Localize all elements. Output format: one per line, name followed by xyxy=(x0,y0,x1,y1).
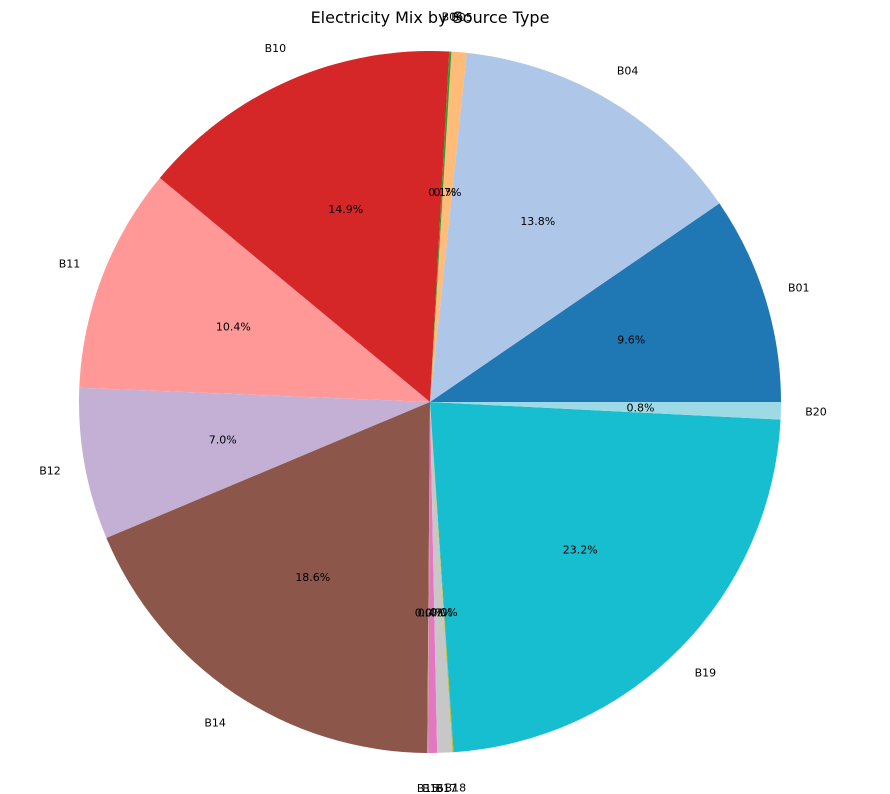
percent-label-b14: 18.6% xyxy=(295,571,330,584)
percent-label-b20: 0.8% xyxy=(627,401,655,414)
category-label-b01: B01 xyxy=(788,282,810,295)
pie-slice-b16 xyxy=(428,402,438,754)
category-label-b12: B12 xyxy=(39,465,61,478)
percent-label-b04: 13.8% xyxy=(520,215,555,228)
percent-label-b18: 0.0% xyxy=(430,606,458,619)
pie-slice-b05 xyxy=(430,51,467,403)
pie-slice-b11 xyxy=(79,177,430,402)
category-label-b11: B11 xyxy=(59,258,81,271)
category-label-b04: B04 xyxy=(617,64,639,77)
category-label-b05: B05 xyxy=(451,11,473,24)
category-label-b19: B19 xyxy=(695,667,717,680)
pie-slice-b06 xyxy=(430,51,452,402)
category-label-b16: B16 xyxy=(422,782,444,794)
percent-label-b12: 7.0% xyxy=(209,433,237,446)
category-label-b14: B14 xyxy=(204,717,226,730)
pie-slice-b15 xyxy=(427,402,430,753)
percent-label-b05: 0.7% xyxy=(434,186,462,199)
category-label-b18: B18 xyxy=(445,781,467,794)
pie-slice-b10 xyxy=(159,51,450,402)
category-label-b10: B10 xyxy=(265,42,287,55)
pie-slice-b14 xyxy=(106,402,430,753)
percent-label-b10: 14.9% xyxy=(328,203,363,216)
pie-slices xyxy=(78,51,782,754)
percent-label-b15: 0.0% xyxy=(415,607,443,620)
percent-label-b11: 10.4% xyxy=(216,321,251,334)
percent-label-b17: 0.7% xyxy=(425,606,453,619)
percent-label-b19: 23.2% xyxy=(563,544,598,557)
chart-title: Electricity Mix by Source Type xyxy=(311,8,550,27)
category-label-b15: B15 xyxy=(417,782,439,794)
pie-slice-b17 xyxy=(430,402,453,753)
pie-slice-b01 xyxy=(430,203,781,402)
category-label-b06: B06 xyxy=(442,11,464,24)
percent-label-b01: 9.6% xyxy=(617,334,645,347)
pie-slice-b04 xyxy=(430,52,720,403)
pie-slice-b20 xyxy=(430,402,782,420)
pie-slice-b18 xyxy=(430,402,454,753)
percent-label-b06: 0.1% xyxy=(428,186,456,199)
pie-slice-b12 xyxy=(78,387,430,538)
pie-labels: B01 9.6% B04 13.8% B05 0.7% B06 0.1% B10 14.9% B11… xyxy=(39,11,827,794)
percent-label-b16: 0.4% xyxy=(418,607,446,620)
category-label-b20: B20 xyxy=(805,406,827,419)
category-label-b17: B17 xyxy=(436,782,458,794)
pie-slice-b19 xyxy=(430,402,781,753)
